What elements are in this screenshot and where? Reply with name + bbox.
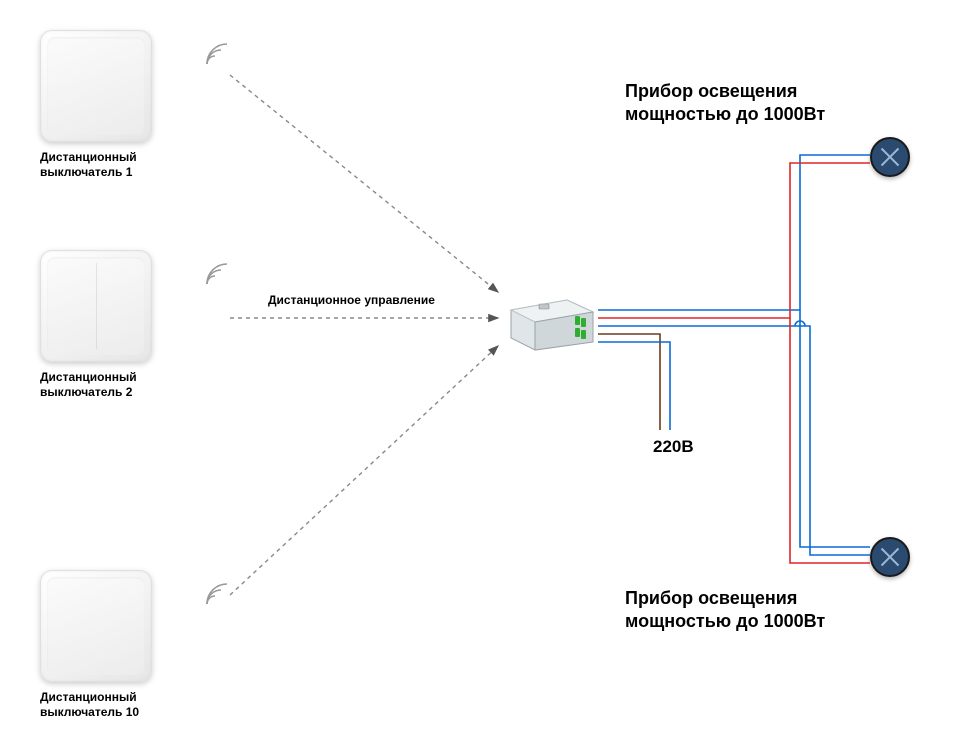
voltage-label: 220В: [653, 437, 694, 457]
signal-arrows: [230, 75, 498, 595]
remote-switch-1-label: Дистанционныйвыключатель 1: [40, 150, 200, 180]
remote-switch-10: [40, 570, 152, 682]
remote-switch-10-label: Дистанционныйвыключатель 10: [40, 690, 200, 720]
wiring: [598, 155, 870, 563]
remote-switch-2: [40, 250, 152, 362]
remote-switch-1: [40, 30, 152, 142]
remote-control-label: Дистанционное управление: [268, 293, 435, 307]
lamp-label-top: Прибор освещениямощностью до 1000Вт: [625, 80, 825, 125]
remote-switch-2-label: Дистанционныйвыключатель 2: [40, 370, 200, 400]
lamp-label-bottom: Прибор освещениямощностью до 1000Вт: [625, 587, 825, 632]
lamp-icon: [870, 137, 910, 177]
controller-module: [505, 292, 597, 352]
lamp-icon: [870, 537, 910, 577]
wireless-icon: [207, 44, 227, 604]
